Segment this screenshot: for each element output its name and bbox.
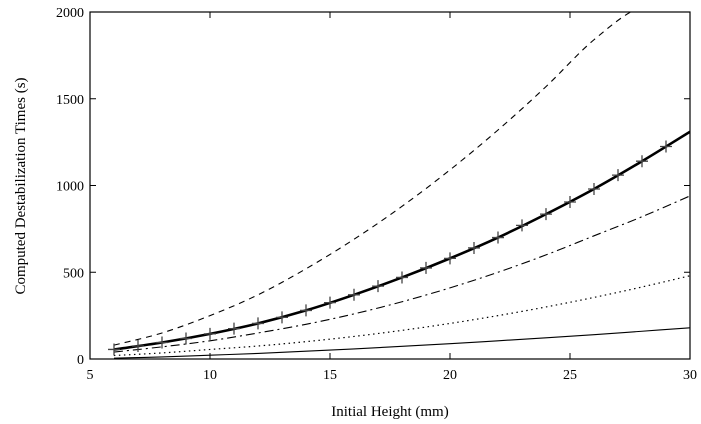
plus-marker [444,252,456,265]
y-tick-label: 0 [77,353,84,368]
axis-ticks: 5 10 15 20 25 30 0 500 1000 1500 2000 [56,6,697,383]
plus-marker [588,182,600,195]
plus-marker [396,271,408,284]
x-tick-label: 10 [203,368,217,383]
plus-marker [636,155,648,168]
series-line-dashed [113,12,632,346]
plus-marker [468,241,480,254]
series-line-thin-solid [113,327,690,359]
plus-marker [300,304,312,317]
plus-marker [252,317,264,330]
plus-marker [132,339,144,352]
marker-layer [108,140,672,356]
x-tick-label: 30 [683,368,697,383]
x-tick-label: 5 [87,368,94,383]
y-tick-label: 2000 [56,6,84,21]
y-tick-label: 1500 [56,93,84,108]
x-tick-label: 20 [443,368,457,383]
plus-marker [276,311,288,324]
plus-marker [204,327,216,340]
plus-marker [348,288,360,301]
y-tick-label: 500 [63,266,84,281]
plus-marker [180,332,192,345]
plus-marker [324,296,336,309]
plus-marker [660,140,672,153]
series-line-thick-solid [113,130,690,351]
series-line-dotted [113,275,690,357]
plus-marker [516,219,528,232]
x-tick-label: 25 [563,368,577,383]
plus-marker [540,208,552,221]
plus-marker [228,322,240,335]
x-tick-label: 15 [323,368,337,383]
plus-marker [108,343,120,356]
y-tick-label: 1000 [56,180,84,195]
series-layer [113,12,690,359]
y-axis-title: Computed Destabilization Times (s) [13,77,29,294]
series-line-dash-dot [113,195,690,353]
plus-marker [612,169,624,182]
plus-marker [564,195,576,208]
plus-marker [492,231,504,244]
plus-marker [156,336,168,349]
x-axis-title: Initial Height (mm) [331,404,448,420]
plus-marker [372,280,384,293]
plus-marker [420,261,432,274]
